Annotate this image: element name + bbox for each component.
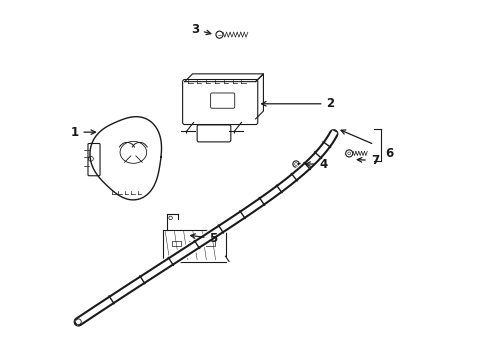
Text: 1: 1 (70, 126, 96, 139)
Text: 3: 3 (191, 23, 211, 36)
Text: 5: 5 (191, 232, 218, 245)
Bar (172, 241, 181, 246)
Bar (189, 241, 198, 246)
Text: 4: 4 (306, 158, 328, 171)
Text: 2: 2 (262, 97, 335, 110)
Text: 7: 7 (357, 154, 379, 167)
Text: 6: 6 (385, 147, 393, 160)
Bar (206, 241, 215, 246)
